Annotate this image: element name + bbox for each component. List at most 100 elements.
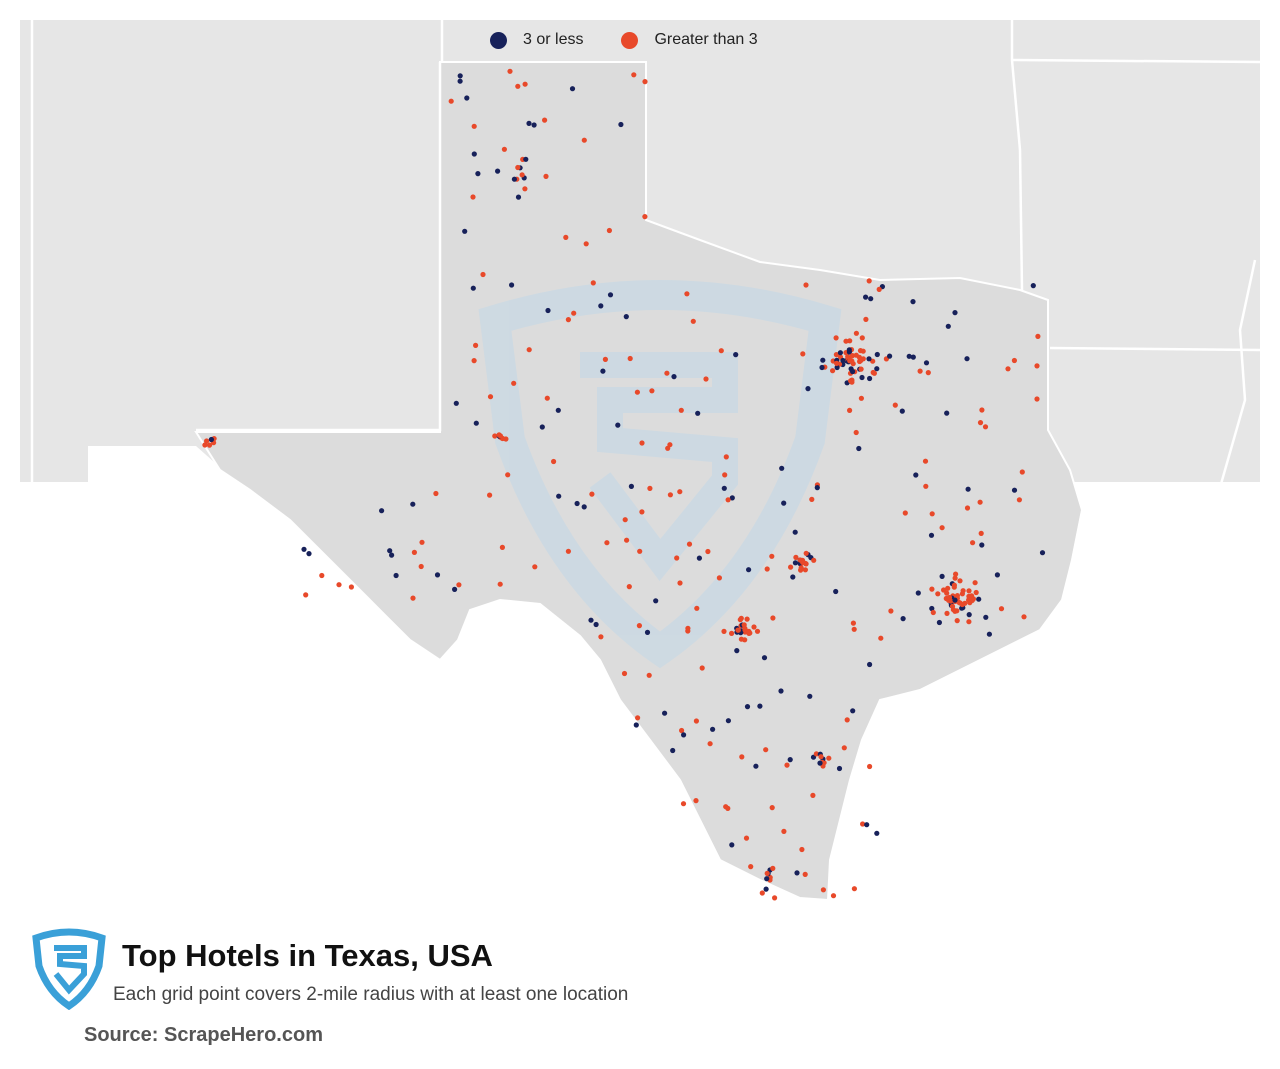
location-dot bbox=[925, 370, 931, 376]
location-dot bbox=[941, 587, 947, 593]
location-dot bbox=[644, 629, 651, 636]
location-dot bbox=[631, 72, 637, 78]
location-dot bbox=[336, 582, 342, 588]
location-dot bbox=[802, 567, 809, 573]
location-dots bbox=[202, 68, 1046, 901]
location-dot bbox=[729, 630, 735, 637]
location-dot bbox=[679, 727, 685, 734]
location-dot bbox=[716, 575, 723, 581]
scrapehero-shield-icon bbox=[32, 928, 106, 1010]
location-dot bbox=[556, 493, 562, 499]
location-dot bbox=[206, 442, 213, 448]
location-dot bbox=[979, 542, 985, 548]
location-dot bbox=[563, 234, 569, 240]
location-dot bbox=[680, 801, 687, 807]
location-dot bbox=[751, 624, 757, 630]
location-dot bbox=[887, 353, 893, 359]
location-dot bbox=[707, 741, 713, 747]
location-dot bbox=[923, 360, 930, 366]
location-dot bbox=[571, 310, 577, 316]
location-dot bbox=[973, 589, 979, 596]
location-dot bbox=[496, 432, 502, 438]
location-dot bbox=[637, 548, 643, 554]
location-dot bbox=[803, 550, 809, 556]
location-dot bbox=[754, 628, 761, 634]
legend-dot-low bbox=[490, 31, 507, 49]
mexico-gulf-area bbox=[20, 446, 1260, 920]
watermark-shield bbox=[478, 280, 842, 669]
location-dot bbox=[739, 754, 745, 760]
location-dot bbox=[462, 228, 468, 234]
location-dot bbox=[847, 407, 853, 413]
location-dot bbox=[866, 278, 872, 284]
location-dot bbox=[204, 438, 210, 444]
location-dot bbox=[1011, 357, 1018, 364]
location-dot bbox=[866, 356, 872, 362]
location-dot bbox=[639, 509, 645, 515]
legend-label-low: 3 or less bbox=[523, 31, 584, 48]
location-dot bbox=[646, 672, 652, 678]
location-dot bbox=[819, 364, 825, 371]
location-dot bbox=[696, 555, 703, 561]
location-dot bbox=[694, 605, 700, 611]
location-dot bbox=[910, 299, 916, 305]
location-dot bbox=[418, 563, 424, 570]
location-dot bbox=[847, 358, 853, 364]
location-dot bbox=[598, 634, 604, 640]
location-dot bbox=[770, 865, 776, 872]
location-dot bbox=[964, 505, 971, 511]
location-dot bbox=[569, 86, 576, 92]
location-dot bbox=[811, 557, 817, 563]
location-dot bbox=[763, 747, 769, 753]
location-dot bbox=[532, 564, 538, 570]
location-dot bbox=[606, 227, 613, 234]
location-dot bbox=[511, 176, 517, 182]
location-dot bbox=[781, 500, 787, 506]
location-dot bbox=[434, 572, 441, 578]
location-dot bbox=[662, 710, 668, 716]
location-dot bbox=[208, 436, 214, 443]
location-dot bbox=[393, 572, 399, 579]
location-dot bbox=[799, 846, 805, 853]
location-dot bbox=[741, 622, 747, 628]
location-dot bbox=[457, 78, 463, 84]
location-dot bbox=[759, 890, 765, 896]
location-dot bbox=[624, 537, 630, 543]
location-dot bbox=[954, 618, 960, 624]
location-dot bbox=[798, 565, 804, 571]
location-dot bbox=[1019, 469, 1025, 475]
location-dot bbox=[743, 835, 750, 841]
location-dot bbox=[770, 615, 776, 621]
location-dot bbox=[923, 483, 929, 489]
location-dot bbox=[813, 751, 820, 757]
location-dot bbox=[867, 763, 873, 770]
location-dot bbox=[902, 510, 908, 516]
location-dot bbox=[977, 420, 984, 426]
location-dot bbox=[800, 559, 806, 566]
location-dot bbox=[410, 595, 416, 601]
location-dot bbox=[874, 351, 880, 358]
location-dot bbox=[627, 355, 633, 362]
location-dot bbox=[957, 578, 963, 584]
location-dot bbox=[928, 532, 935, 538]
location-dot bbox=[487, 492, 493, 498]
location-dot bbox=[851, 886, 858, 892]
location-dot bbox=[781, 828, 787, 835]
location-dot bbox=[470, 194, 476, 200]
location-dot bbox=[836, 765, 843, 772]
location-dot bbox=[511, 380, 517, 386]
location-dot bbox=[665, 445, 671, 451]
location-dot bbox=[470, 285, 476, 291]
location-dot bbox=[633, 722, 639, 728]
location-dot bbox=[779, 465, 785, 471]
location-dot bbox=[929, 586, 935, 592]
location-dot bbox=[453, 400, 459, 406]
location-dot bbox=[607, 292, 614, 298]
legend-item-low: 3 or less bbox=[490, 31, 583, 49]
location-dot bbox=[303, 592, 309, 598]
location-dot bbox=[721, 485, 727, 491]
location-dot bbox=[503, 436, 509, 442]
location-dot bbox=[693, 718, 700, 724]
location-dot bbox=[814, 485, 820, 491]
location-dot bbox=[389, 552, 395, 558]
